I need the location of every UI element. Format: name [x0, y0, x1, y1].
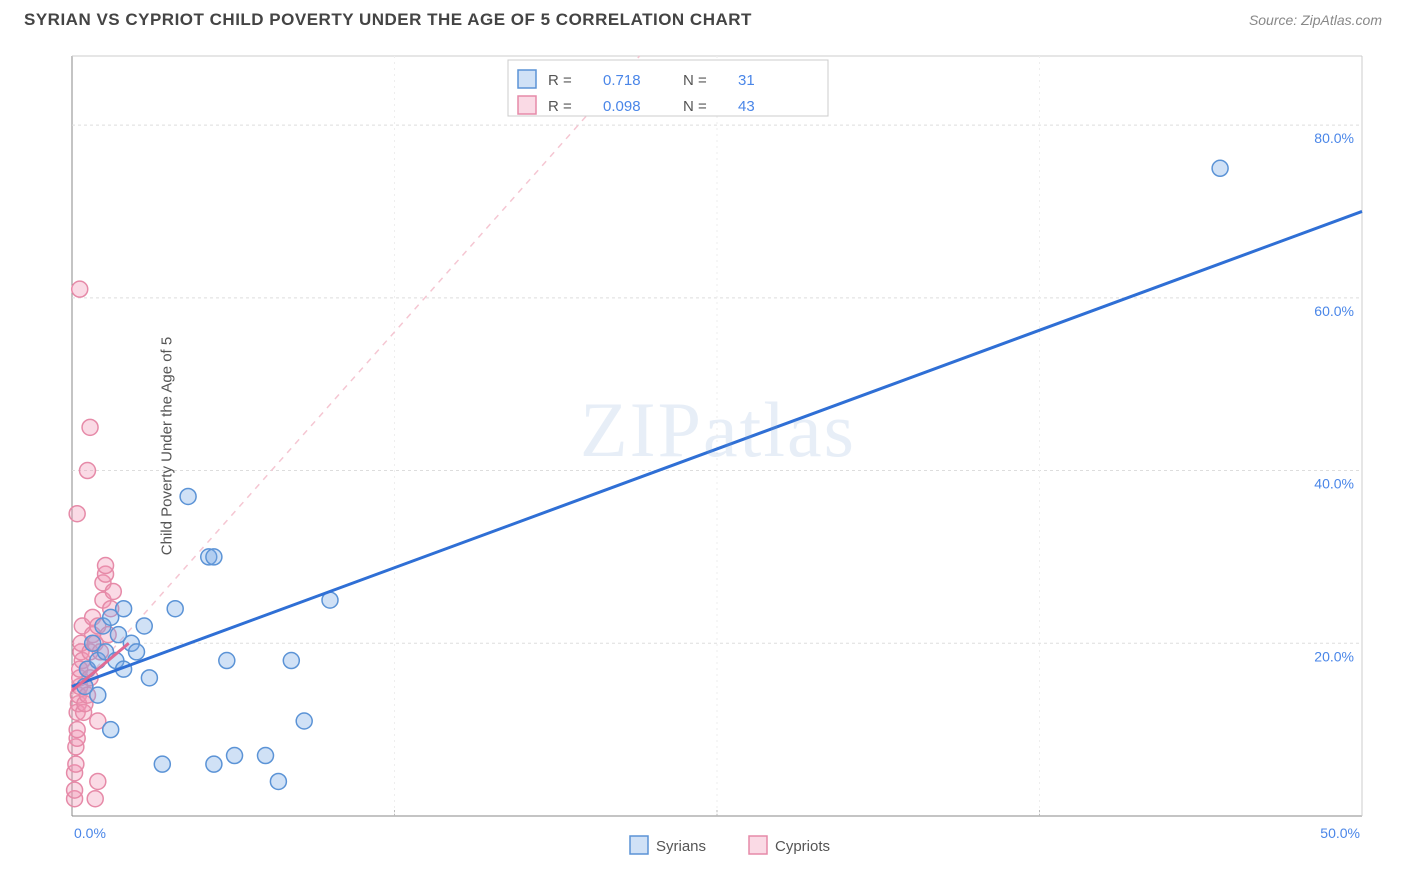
data-point [1212, 160, 1228, 176]
data-point [90, 687, 106, 703]
data-point [219, 653, 235, 669]
y-tick-label: 40.0% [1314, 476, 1354, 492]
stats-r-value: 0.098 [603, 98, 641, 115]
stats-r-label: R = [548, 98, 572, 115]
data-point [258, 748, 274, 764]
stats-swatch [518, 96, 536, 114]
stats-n-value: 31 [738, 72, 755, 89]
data-point [82, 419, 98, 435]
header: SYRIAN VS CYPRIOT CHILD POVERTY UNDER TH… [0, 0, 1406, 36]
legend-label: Cypriots [775, 838, 830, 855]
source-attribution: Source: ZipAtlas.com [1249, 12, 1382, 28]
y-axis-label: Child Poverty Under the Age of 5 [159, 337, 176, 555]
reference-dash-line [72, 56, 640, 695]
data-point [72, 281, 88, 297]
y-tick-label: 20.0% [1314, 648, 1354, 664]
stats-n-label: N = [683, 72, 707, 89]
stats-r-value: 0.718 [603, 72, 641, 89]
data-point [167, 601, 183, 617]
chart-area: Child Poverty Under the Age of 5 ZIPatla… [50, 46, 1386, 846]
legend-label: Syrians [656, 838, 706, 855]
data-point [296, 713, 312, 729]
y-tick-label: 80.0% [1314, 130, 1354, 146]
y-tick-label: 60.0% [1314, 303, 1354, 319]
data-point [154, 756, 170, 772]
stats-n-label: N = [683, 98, 707, 115]
x-tick-label: 50.0% [1320, 825, 1360, 841]
data-point [206, 756, 222, 772]
data-point [180, 488, 196, 504]
data-point [141, 670, 157, 686]
x-tick-label: 0.0% [74, 825, 106, 841]
data-point [90, 773, 106, 789]
scatter-chart: 20.0% 40.0% 60.0% 80.0% 0.0% 50.0% R = 0.718 N =… [50, 46, 1386, 866]
data-point [270, 773, 286, 789]
data-point [87, 791, 103, 807]
data-point [116, 601, 132, 617]
data-point [98, 558, 114, 574]
stats-n-value: 43 [738, 98, 755, 115]
data-point [129, 644, 145, 660]
data-point [227, 748, 243, 764]
source-name: ZipAtlas.com [1301, 12, 1382, 28]
data-point [69, 722, 85, 738]
data-point [67, 782, 83, 798]
chart-title: SYRIAN VS CYPRIOT CHILD POVERTY UNDER TH… [24, 10, 752, 30]
data-point [283, 653, 299, 669]
source-prefix: Source: [1249, 12, 1301, 28]
legend-swatch [630, 836, 648, 854]
data-point [79, 463, 95, 479]
data-point [103, 722, 119, 738]
data-point [136, 618, 152, 634]
legend-swatch [749, 836, 767, 854]
stats-r-label: R = [548, 72, 572, 89]
stats-swatch [518, 70, 536, 88]
data-point [206, 549, 222, 565]
data-point [69, 506, 85, 522]
data-point [105, 583, 121, 599]
data-point [68, 756, 84, 772]
